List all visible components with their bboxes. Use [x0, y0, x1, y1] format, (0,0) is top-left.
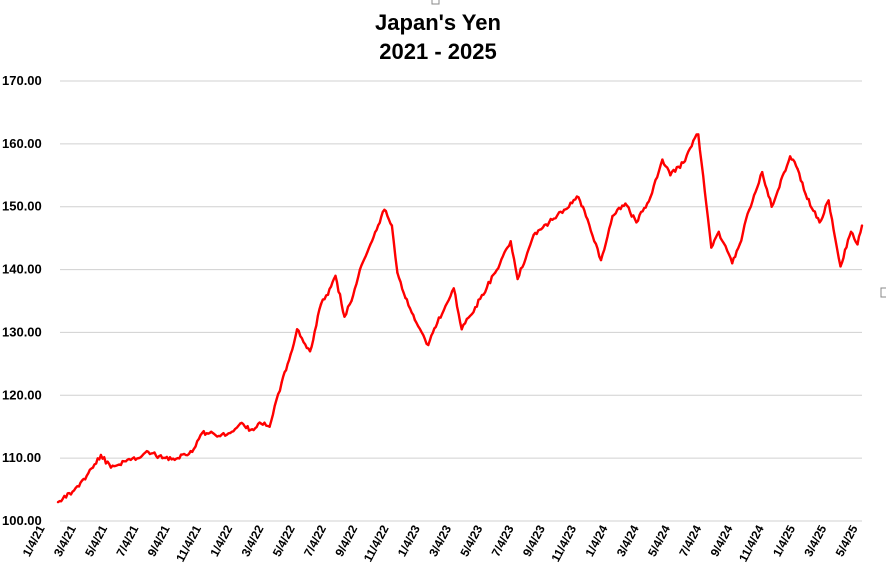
data-point: [383, 208, 386, 212]
data-point: [717, 230, 720, 234]
data-point: [452, 287, 455, 290]
data-point: [358, 268, 362, 271]
y-tick-label: 120.00: [2, 387, 42, 402]
data-point: [289, 353, 292, 356]
y-tick-label: 100.00: [2, 513, 42, 528]
data-point: [334, 274, 337, 278]
data-point: [577, 196, 580, 199]
data-point: [562, 208, 566, 212]
data-point: [268, 425, 271, 428]
data-point: [147, 450, 150, 454]
data-point: [532, 233, 535, 237]
selection-handle-right[interactable]: [880, 287, 886, 298]
data-point: [682, 161, 685, 164]
data-point: [137, 456, 141, 460]
data-point: [326, 293, 330, 296]
data-point: [319, 302, 323, 306]
data-point: [710, 246, 713, 249]
data-point: [308, 350, 312, 353]
data-point: [599, 258, 603, 262]
chart-title-line-2: 2021 - 2025: [379, 39, 496, 64]
data-point: [228, 431, 232, 435]
data-point: [624, 202, 627, 205]
data-point: [176, 456, 179, 460]
data-point: [91, 466, 95, 469]
data-point: [259, 422, 263, 425]
data-point: [238, 422, 242, 425]
y-axis-tick-labels: 100.00 110.00 120.00 130.00 140.00 150.00 160.…: [2, 73, 42, 528]
data-point: [635, 221, 638, 224]
data-point: [856, 243, 859, 246]
data-point: [124, 460, 128, 463]
data-point: [611, 214, 614, 218]
data-point: [649, 196, 652, 199]
data-point: [547, 221, 551, 224]
data-point: [474, 306, 477, 309]
series-layer: [56, 133, 864, 504]
gridlines: [60, 80, 862, 522]
data-point: [760, 170, 764, 174]
data-point: [661, 158, 664, 161]
data-point: [404, 296, 407, 300]
data-point: [796, 167, 799, 171]
data-point: [731, 262, 734, 265]
data-point: [849, 230, 853, 234]
data-point: [201, 431, 204, 435]
y-tick-label: 150.00: [2, 199, 42, 214]
data-point: [390, 224, 394, 227]
y-tick-label: 130.00: [2, 324, 42, 339]
data-point: [99, 453, 103, 457]
data-point: [343, 315, 346, 318]
y-tick-label: 110.00: [2, 450, 41, 465]
data-point: [427, 343, 430, 347]
data-point: [396, 271, 399, 274]
data-point: [191, 450, 194, 454]
data-point: [350, 299, 353, 303]
data-point: [436, 321, 439, 325]
data-point: [218, 434, 222, 438]
data-point: [748, 208, 751, 212]
data-point: [770, 205, 773, 208]
data-point: [860, 224, 864, 227]
data-point: [208, 431, 211, 435]
data-point: [249, 428, 252, 432]
selection-handle-top[interactable]: [431, 0, 440, 5]
data-point: [818, 221, 821, 224]
data-point: [56, 500, 60, 504]
data-point: [697, 133, 700, 136]
data-point: [692, 139, 695, 142]
data-point: [369, 243, 372, 246]
data-point: [413, 318, 417, 322]
data-point: [509, 240, 512, 243]
data-point: [295, 328, 299, 331]
data-point: [77, 485, 81, 488]
data-point: [493, 271, 497, 274]
data-point: [788, 155, 792, 158]
y-tick-label: 160.00: [2, 136, 42, 151]
data-point: [827, 199, 830, 202]
data-point: [804, 192, 807, 196]
data-point: [460, 328, 463, 331]
data-point: [669, 174, 672, 177]
data-point: [586, 218, 589, 221]
data-point: [280, 381, 283, 384]
y-tick-label: 140.00: [2, 262, 42, 277]
data-point: [738, 243, 741, 246]
y-tick-label: 170.00: [2, 73, 42, 88]
data-point: [839, 265, 842, 268]
data-point: [161, 456, 164, 460]
data-point: [516, 277, 519, 281]
chart-title-line-1: Japan's Yen: [375, 10, 501, 35]
data-point: [109, 466, 113, 469]
